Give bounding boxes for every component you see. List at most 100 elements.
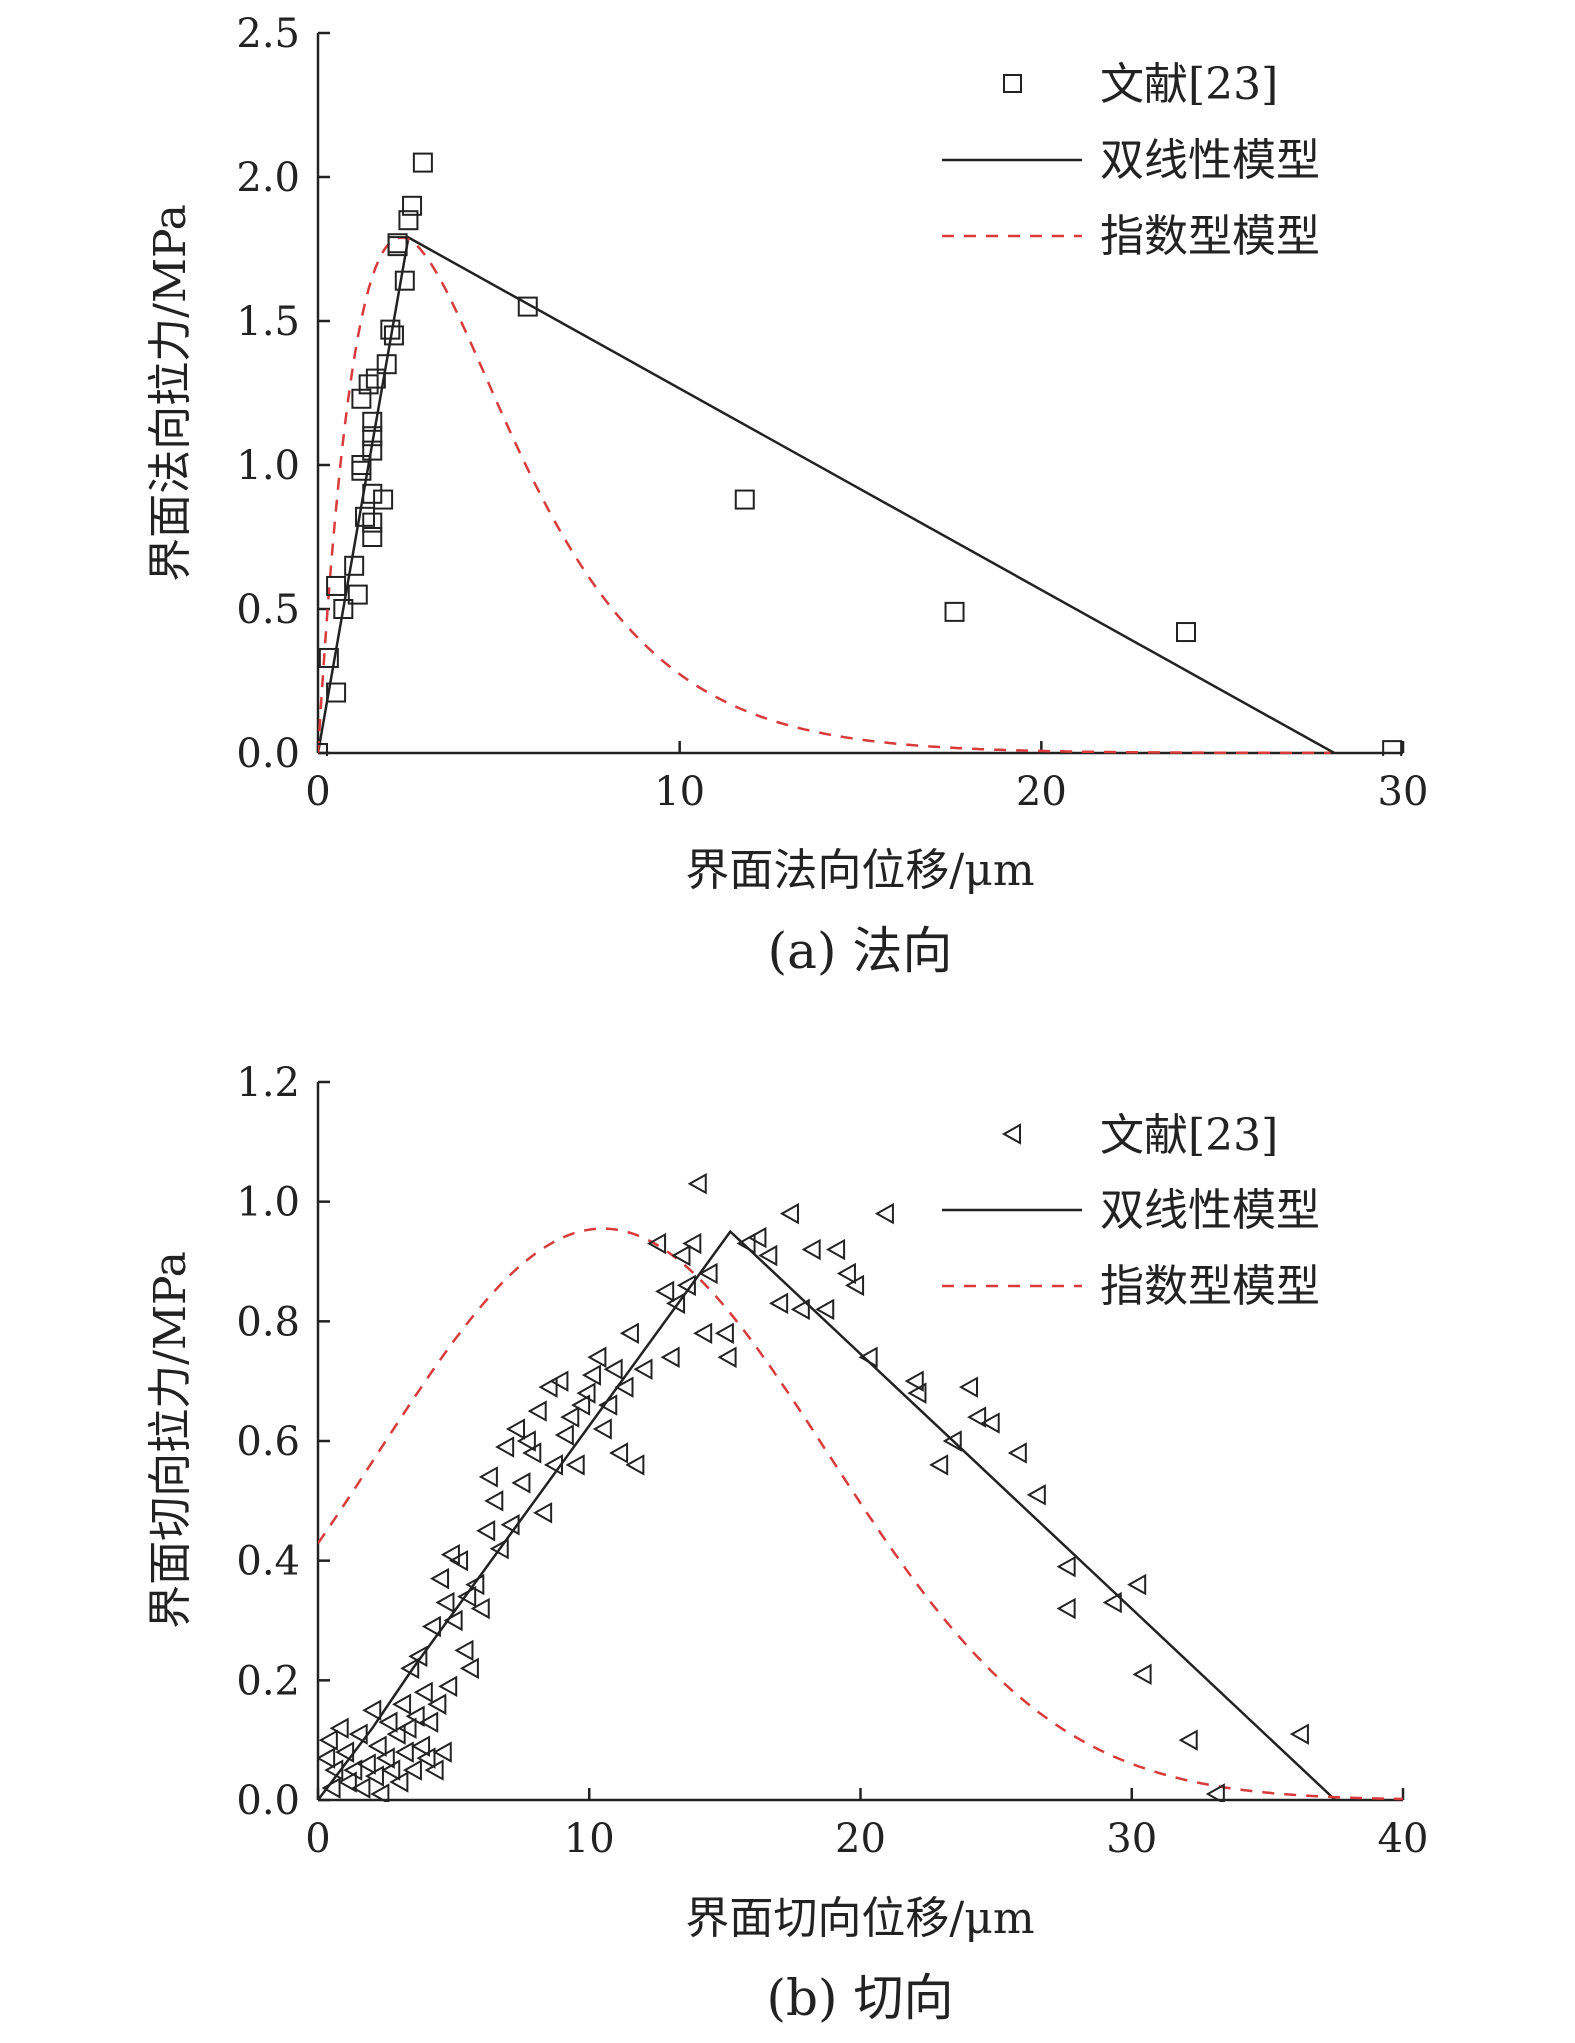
panel-caption: (b) 切向	[767, 1969, 954, 2027]
x-tick-label: 20	[835, 1816, 886, 1862]
data-point	[581, 1364, 601, 1386]
data-point	[505, 1418, 526, 1440]
data-point	[836, 1262, 856, 1285]
data-point	[619, 1322, 639, 1345]
legend-marker-scatter	[1001, 1123, 1021, 1145]
data-point	[449, 1549, 469, 1572]
data-point	[826, 1238, 846, 1261]
data-point	[1127, 1573, 1147, 1596]
data-point	[587, 1346, 607, 1368]
data-point	[335, 1741, 355, 1763]
data-point	[326, 682, 347, 703]
data-point	[603, 1358, 623, 1380]
data-point	[533, 1502, 553, 1524]
data-point	[411, 1735, 431, 1757]
legend-marker-scatter	[1003, 74, 1022, 93]
data-point	[356, 1753, 376, 1775]
data-point	[424, 1759, 444, 1781]
data-point	[1132, 1663, 1152, 1686]
y-tick-label: 0.8	[236, 1299, 300, 1345]
data-point	[347, 584, 368, 605]
data-point	[958, 1376, 978, 1398]
data-point	[440, 1543, 460, 1566]
data-point	[416, 1747, 436, 1769]
data-point	[443, 1609, 463, 1632]
data-point	[348, 1723, 368, 1745]
data-point	[1056, 1555, 1076, 1578]
data-point	[343, 1759, 363, 1781]
data-point	[394, 1741, 414, 1763]
data-point	[329, 1717, 349, 1739]
data-point	[736, 1232, 756, 1255]
data-point	[980, 1412, 1000, 1434]
data-point	[1056, 1597, 1076, 1620]
data-point	[1289, 1723, 1309, 1745]
y-tick-label: 0.6	[236, 1419, 300, 1465]
data-point	[538, 1376, 558, 1398]
data-point	[465, 1573, 485, 1596]
data-point	[614, 1376, 634, 1398]
data-point	[1205, 1783, 1225, 1802]
data-point	[421, 1615, 441, 1638]
data-point	[495, 1436, 515, 1458]
data-point	[412, 152, 433, 173]
data-point	[324, 1759, 344, 1781]
data-point	[500, 1514, 520, 1536]
x-tick-label: 20	[1016, 769, 1067, 815]
data-point	[484, 1490, 504, 1512]
x-axis-title: 界面法向位移/μm	[685, 845, 1034, 896]
data-point	[907, 1382, 927, 1404]
data-point	[351, 455, 372, 475]
y-axis-title: 界面切向拉力/MPa	[145, 1251, 196, 1629]
data-point	[318, 1729, 338, 1751]
data-point	[432, 1741, 452, 1763]
data-point	[714, 1322, 734, 1345]
x-tick-label: 10	[654, 769, 705, 815]
legend: 文献[23] 双线性模型 指数型模型	[942, 1110, 1320, 1312]
x-axis-title: 界面切向位移/μm	[685, 1893, 1034, 1944]
data-point	[365, 368, 386, 389]
data-point	[489, 1537, 509, 1560]
data-point	[671, 1244, 691, 1267]
data-point	[351, 1777, 371, 1799]
data-point	[381, 1759, 401, 1781]
data-point	[1176, 622, 1196, 643]
y-tick-label: 1.2	[236, 1060, 300, 1106]
legend-label: 指数型模型	[1100, 211, 1320, 262]
data-point	[758, 1244, 778, 1267]
plot-area	[318, 1173, 1404, 1802]
y-tick-label: 1.5	[236, 299, 300, 345]
data-point	[419, 1711, 439, 1733]
data-point	[478, 1466, 498, 1488]
data-point	[358, 374, 379, 395]
data-point	[362, 512, 383, 533]
data-point	[351, 388, 372, 409]
data-point	[687, 1173, 707, 1195]
series-bilinear-model-line	[318, 1229, 1337, 1801]
data-point	[734, 489, 755, 510]
x-tick-label: 10	[564, 1816, 615, 1862]
data-point	[375, 1747, 395, 1769]
y-tick-label: 0.0	[236, 731, 300, 777]
data-point	[318, 743, 328, 756]
x-tick-label: 0	[305, 1816, 330, 1862]
data-point	[904, 1370, 924, 1392]
data-point	[554, 1424, 574, 1446]
data-point	[318, 1747, 336, 1769]
data-point	[625, 1454, 645, 1476]
data-point	[402, 1759, 422, 1781]
data-point	[326, 575, 347, 596]
data-point	[801, 1238, 821, 1261]
data-point	[400, 1657, 420, 1680]
legend-label: 文献[23]	[1100, 1110, 1278, 1161]
data-point	[693, 1322, 713, 1345]
panel-tangential: 0 10 20 30 40 0.0 0.2 0.4 0.6 0.8 1.0 1.2 界面切向位移/μm…	[145, 1060, 1428, 2027]
data-point	[511, 1472, 531, 1494]
data-point	[549, 1370, 569, 1392]
data-point	[522, 1442, 542, 1464]
data-point	[747, 1226, 767, 1249]
data-point	[344, 555, 365, 576]
y-axis-title: 界面法向拉力/MPa	[145, 204, 196, 582]
data-point	[874, 1202, 894, 1225]
data-point	[543, 1454, 563, 1476]
